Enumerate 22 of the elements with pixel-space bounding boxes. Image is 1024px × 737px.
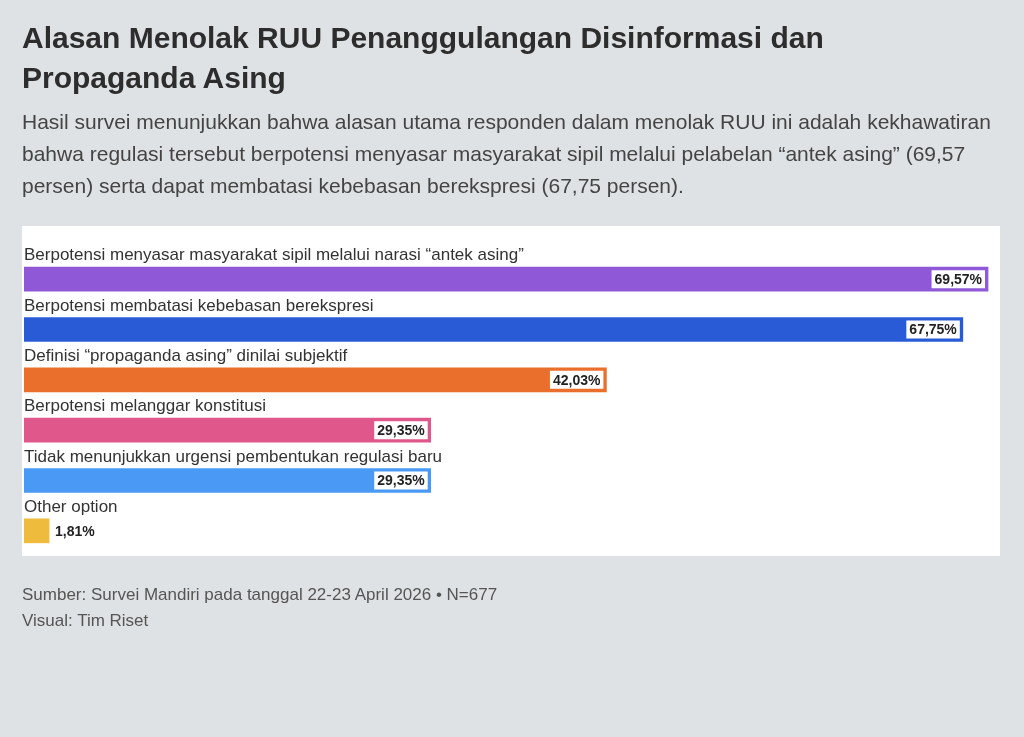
y-tick-label: Berpotensi membatasi kebebasan berekspresi: [24, 295, 374, 315]
chart-subtitle: Hasil survei menunjukkan bahwa alasan utama responden dalam menolak RUU ini adalah kekhawatiran bahwa regulasi tersebut berpotensi menyasar masyarakat sipil melalui pelabelan “antek asing” (69,57 persen) serta dapat membatasi kebebasan berekspresi (67,75 persen).: [22, 109, 992, 199]
data-label: 1,81%: [55, 522, 96, 539]
data-label: 67,75%: [909, 321, 958, 338]
text: Sumber: Survei Mandiri pada tanggal 22-23 April 2026 • N=677: [22, 584, 499, 606]
data-label: 29,35%: [377, 472, 426, 489]
data-label: 42,03%: [552, 371, 601, 388]
y-tick-label: Berpotensi menyasar masyarakat sipil melalui narasi “antek asing”: [24, 245, 525, 265]
y-tick-label: Other option: [24, 497, 118, 517]
y-tick-label: Tidak menunjukkan urgensi pembentukan regulasi baru: [24, 446, 443, 466]
bar: [24, 367, 607, 393]
chart-title: Alasan Menolak RUU Penanggulangan Disinformasi dan Propaganda Asing: [22, 20, 825, 96]
bar: [24, 468, 432, 493]
bar: [24, 518, 50, 544]
y-tick-label: Berpotensi melanggar konstitusi: [24, 396, 266, 416]
bar: [24, 417, 432, 443]
bar: [24, 317, 964, 342]
data-label: 29,35%: [377, 422, 426, 439]
bar: [24, 266, 989, 292]
y-tick-label: Definisi “propaganda asing” dinilai subjektif: [24, 346, 348, 366]
data-label: 69,57%: [934, 271, 983, 288]
text: Visual: Tim Riset: [22, 610, 150, 632]
